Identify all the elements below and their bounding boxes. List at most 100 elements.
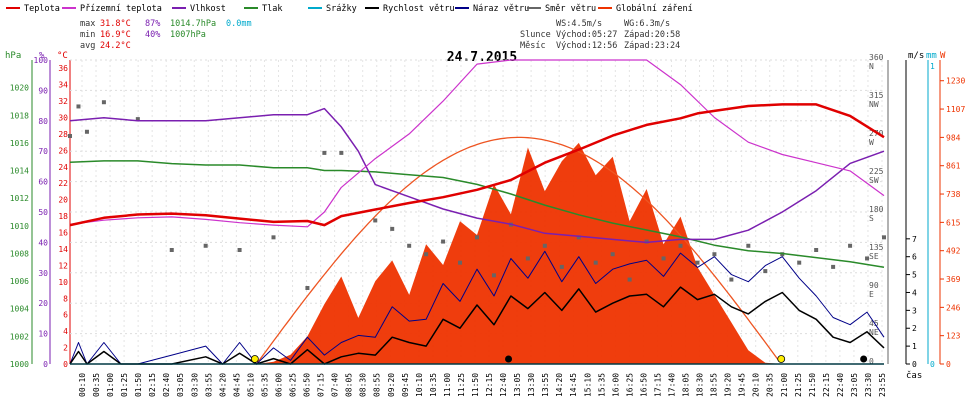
axis-dir-tick-name: E [869,290,874,299]
stat-max-temp: 31.8°C [100,19,131,29]
legend-item: Přízemní teplota [62,4,162,14]
series-wind-direction-point [491,273,496,278]
axis-pct-tick-label: 20 [38,299,48,308]
axis-dir-tick-label: 315 [869,91,884,100]
axis-ms-tick-label: 1 [912,342,917,351]
sun-marker-sunrise [250,355,259,363]
axis-degc-tick-label: 20 [58,196,68,205]
axis-dir-tick-label: 135 [869,243,884,252]
series-humidity [69,107,885,244]
legend-label: Tlak [262,4,282,14]
axis-degc-tick-label: 22 [58,179,68,188]
legend-label: Náraz větru [473,4,529,14]
axis-x-tick-label: 00:10 [78,373,87,397]
axis-pct-tick-label: 70 [38,147,48,156]
series-wind-direction-point [271,235,276,240]
axis-x-tick-label: 11:00 [443,373,452,397]
series-wind-direction-point [712,252,717,257]
sun-marker-sunset [777,355,786,363]
legend-label: Globální záření [616,4,693,14]
axis-w-tick-label: 984 [946,133,961,142]
axis-dir-tick-name: NE [869,328,879,337]
axis-x-tick-label: 10:10 [415,373,424,397]
series-wind-direction-point [76,104,81,109]
axis-degc-tick-label: 12 [58,261,68,270]
legend-item: Náraz větru [455,4,529,14]
series-wind-direction-point [203,243,208,248]
axis-w-tick-label: 246 [946,303,961,312]
axis-hpa-tick-label: 1016 [10,139,29,148]
axis-dir-tick-name: NW [869,100,879,109]
stat-max-hum: 87% [145,19,160,29]
axis-degc-tick-label: 36 [58,64,68,73]
series-wind-direction-point [559,264,564,269]
axis-x-tick-label: 01:00 [106,373,115,397]
axis-hpa-tick-label: 1000 [10,360,29,369]
axis-pct-label: % [39,51,45,61]
axis-degc-tick-label: 14 [58,245,68,254]
axis-hpa-tick-label: 1012 [10,194,29,203]
axis-x-tick-label: 12:40 [499,373,508,397]
series-wind-direction-point [390,226,395,231]
series-wind-direction-point [237,248,242,252]
axis-x-tick-label: 09:20 [387,373,396,397]
moon-marker-moonset [860,355,868,363]
stat-max-label: max [80,19,95,29]
axis-x-tick-label: 11:25 [457,373,466,397]
axis-x-tick-label: 23:05 [850,373,859,397]
axis-dir-tick-label: 45 [869,319,879,328]
series-wind-direction-point [865,256,870,261]
axis-x-tick-label: 13:30 [527,373,536,397]
axis-x-tick-label: 04:20 [218,373,227,397]
axis-degc-tick-label: 8 [63,294,68,303]
series-wind-direction-point [322,150,327,155]
axis-pct-tick-label: 90 [38,86,48,95]
axis-x-tick-label: 06:25 [289,373,298,397]
axis-pct-tick-label: 0 [43,360,48,369]
axis-ms-tick-label: 2 [912,324,917,333]
series-wind-direction-point [169,248,174,252]
axis-mm-tick-label: 1 [930,62,935,71]
axis-hpa-tick-label: 1004 [10,305,29,314]
axis-w-tick-label: 369 [946,275,961,284]
axis-x-tick-label: 01:25 [120,373,129,397]
moon-set: Západ:23:24 [624,41,680,51]
axis-x-tick-label: 16:50 [639,373,648,397]
axis-w-tick-label: 738 [946,190,961,199]
axis-pct-tick-label: 60 [38,178,48,187]
series-wind-gust [69,250,885,365]
moon-marker-moonrise [505,355,513,363]
axis-dir-tick-label: 0 [869,357,874,366]
axis-ms-label: m/s [908,51,924,61]
axis-x-tick-label: 19:45 [738,373,747,397]
axis-x-tick-label: 05:35 [260,373,269,397]
axis-degc-tick-label: 10 [58,278,68,287]
legend-label: Srážky [326,4,357,14]
axis-x-tick-label: 22:40 [836,373,845,397]
axis-dir-tick-name: N [869,62,874,71]
axis-x-tick-label: 15:10 [583,373,592,397]
axis-x-tick-label: 06:00 [274,373,283,397]
axis-ms-tick-label: 4 [912,288,917,297]
chart-marks [68,59,886,365]
series-global-radiation [70,142,884,364]
legend-label: Rychlost větru [383,4,455,14]
series-wind-direction-point [525,256,530,261]
axis-ms-tick-label: 3 [912,306,917,315]
series-wind-direction-point [610,252,615,257]
stat-max-rain: 0.0mm [226,19,252,29]
legend-item: Srážky [308,4,357,14]
series-wind-direction-point [882,235,886,240]
axis-x-tick-label: 01:50 [134,373,143,397]
axis-hpa-tick-label: 1006 [10,277,29,286]
axis-hpa-tick-label: 1008 [10,249,29,258]
series-wind-direction-point [84,129,89,134]
wind-ws: WS:4.5m/s [556,19,602,29]
axis-x-tick-label: 20:35 [766,373,775,397]
axis-x-tick-label: 13:55 [541,373,550,397]
series-wind-direction-point [407,243,412,248]
axis-x-tick-label: 06:50 [303,373,312,397]
axis-x-tick-label: 18:55 [710,373,719,397]
series-wind-direction-point [135,117,140,122]
axis-ms-tick-label: 7 [912,235,917,244]
